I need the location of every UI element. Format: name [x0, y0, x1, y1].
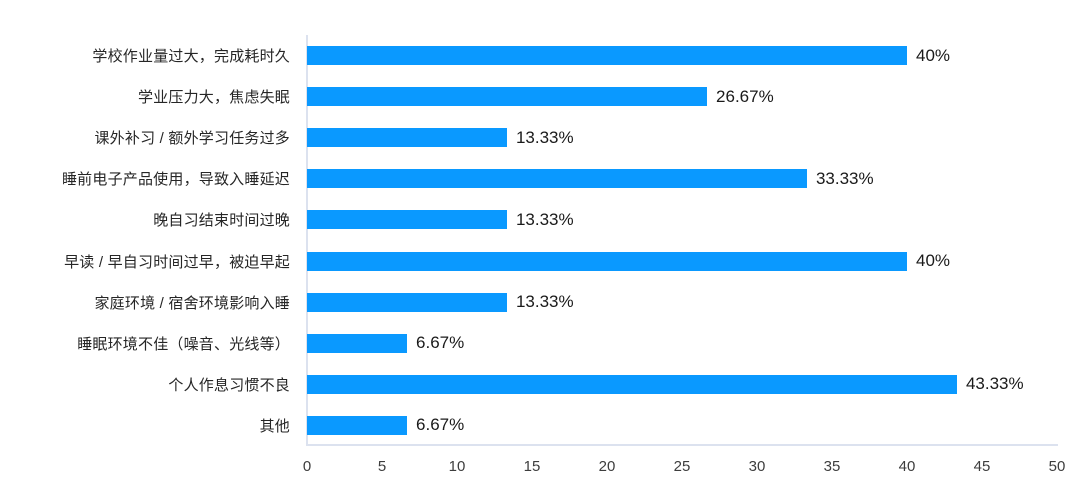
bar-track: 40%: [307, 240, 1057, 281]
x-tick: 45: [973, 458, 991, 475]
category-label: 课外补习 / 额外学习任务过多: [94, 130, 290, 148]
value-label: 6.67%: [416, 333, 465, 353]
value-label: 43.33%: [965, 374, 1024, 394]
bar: [307, 128, 507, 148]
x-tick: 35: [823, 458, 841, 475]
category-label: 个人作息习惯不良: [168, 376, 290, 394]
bar: [307, 210, 507, 230]
category-label: 家庭环境 / 宿舍环境影响入睡: [94, 294, 290, 312]
bar-row: 学校作业量过大，完成耗时久 40%: [0, 35, 1080, 76]
category-label: 学校作业量过大，完成耗时久: [92, 48, 290, 66]
category-label: 睡眠环境不佳（噪音、光线等）: [77, 335, 290, 353]
value-label: 13.33%: [515, 209, 574, 229]
category-label: 晚自习结束时间过晚: [153, 212, 290, 230]
bar-row: 晚自习结束时间过晚 13.33%: [0, 199, 1080, 240]
bar-track: 40%: [307, 35, 1057, 76]
value-label: 6.67%: [416, 415, 465, 435]
value-label: 40%: [916, 45, 951, 65]
bar: [307, 415, 408, 435]
x-tick: 40: [898, 458, 916, 475]
bar: [307, 87, 708, 107]
x-tick: 5: [377, 458, 387, 475]
x-tick: 50: [1048, 458, 1066, 475]
x-tick: 0: [302, 458, 312, 475]
bar-track: 26.67%: [307, 76, 1057, 117]
value-label: 13.33%: [515, 292, 574, 312]
bar-track: 13.33%: [307, 282, 1057, 323]
bar: [307, 46, 907, 66]
x-tick: 15: [523, 458, 541, 475]
bar: [307, 333, 408, 353]
value-label: 26.67%: [716, 86, 774, 106]
bar-row: 睡前电子产品使用，导致入睡延迟 33.33%: [0, 158, 1080, 199]
x-tick: 25: [673, 458, 691, 475]
bar: [307, 251, 907, 271]
category-label: 睡前电子产品使用，导致入睡延迟: [61, 171, 290, 189]
x-tick: 30: [748, 458, 766, 475]
bar-row: 家庭环境 / 宿舍环境影响入睡 13.33%: [0, 282, 1080, 323]
bar: [307, 169, 807, 189]
bar-row: 课外补习 / 额外学习任务过多 13.33%: [0, 117, 1080, 158]
x-tick: 20: [598, 458, 616, 475]
value-label: 40%: [916, 251, 951, 271]
bar-track: 43.33%: [307, 364, 1057, 405]
bar-track: 13.33%: [307, 199, 1057, 240]
bar: [307, 292, 507, 312]
bar-track: 6.67%: [307, 405, 1057, 446]
bar-row: 学业压力大，焦虑失眠 26.67%: [0, 76, 1080, 117]
bar-rows: 学校作业量过大，完成耗时久 40% 学业压力大，焦虑失眠 26.67% 课外补习 / 额…: [0, 35, 1080, 446]
bar-track: 33.33%: [307, 158, 1057, 199]
category-label: 早读 / 早自习时间过早，被迫早起: [64, 253, 290, 271]
bar-track: 6.67%: [307, 323, 1057, 364]
bar-row: 早读 / 早自习时间过早，被迫早起 40%: [0, 240, 1080, 281]
y-axis-line: [306, 35, 308, 446]
x-tick: 10: [448, 458, 466, 475]
bar: [307, 374, 957, 394]
category-label: 学业压力大，焦虑失眠: [137, 89, 290, 107]
x-axis-ticks: 0 5 10 15 20 25 30 35 40 45 50: [303, 458, 1066, 478]
bar-row: 睡眠环境不佳（噪音、光线等） 6.67%: [0, 323, 1080, 364]
bar-row: 其他 6.67%: [0, 405, 1080, 446]
value-label: 33.33%: [815, 168, 874, 188]
bar-row: 个人作息习惯不良 43.33%: [0, 364, 1080, 405]
x-axis-line: [306, 444, 1058, 446]
category-label: 其他: [259, 417, 290, 435]
bar-track: 13.33%: [307, 117, 1057, 158]
value-label: 13.33%: [515, 127, 574, 147]
